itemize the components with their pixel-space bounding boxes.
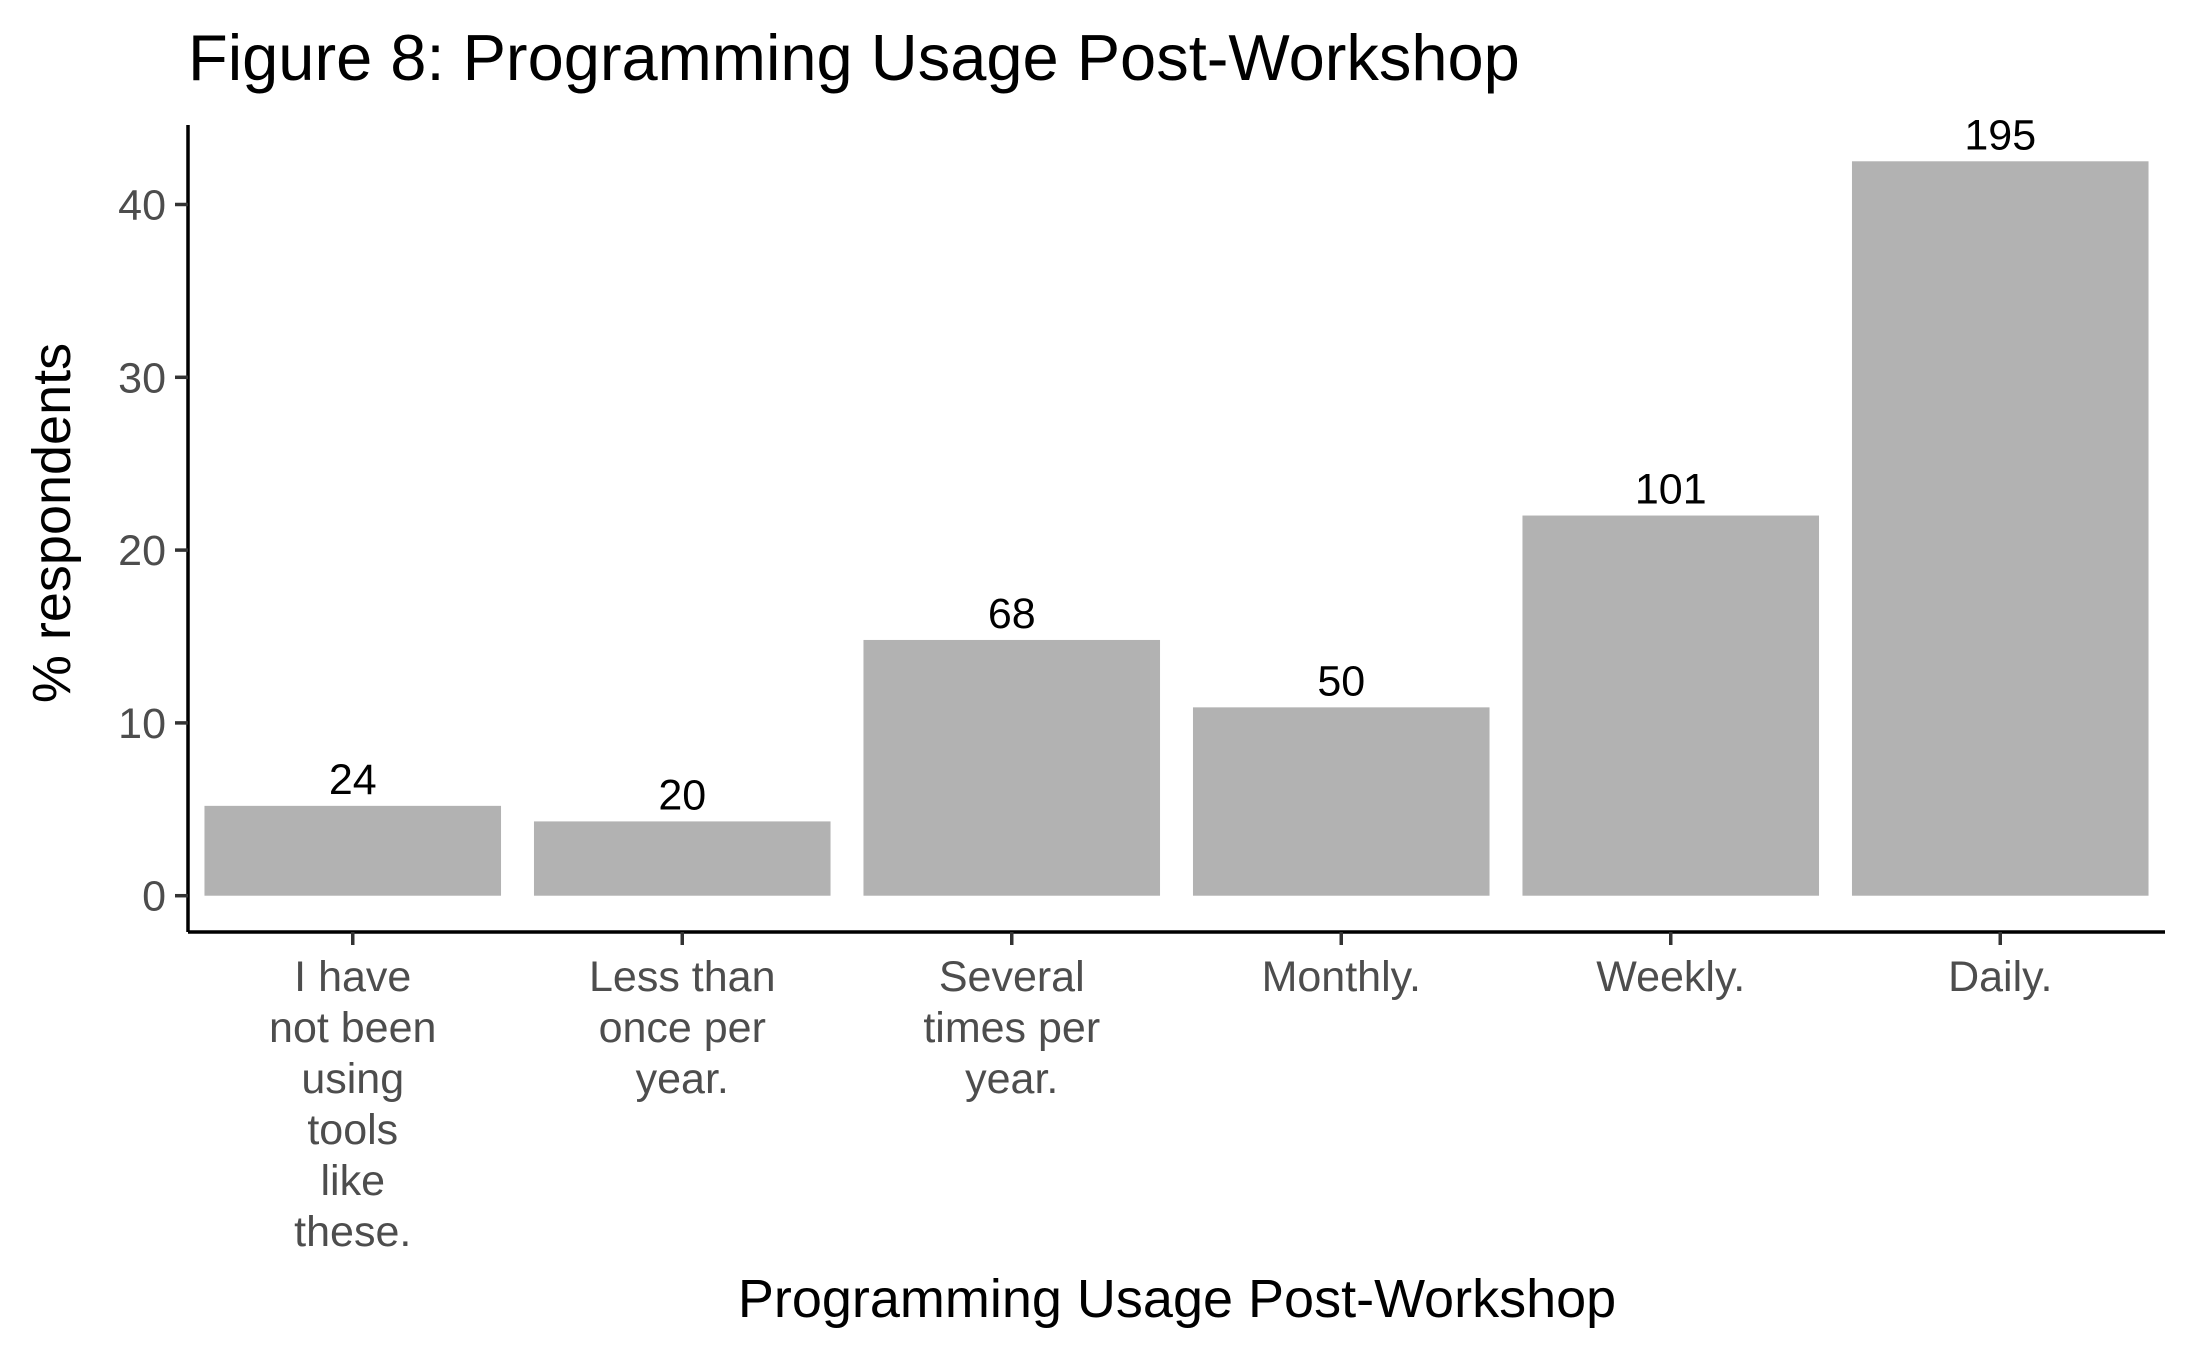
x-tick-label-line: Weekly. xyxy=(1596,953,1745,1001)
y-tick-label-0: 0 xyxy=(142,873,166,921)
x-tick-label-4: Monthly. xyxy=(1262,953,1421,1001)
x-axis: I have not been using tools like these. Less t… xyxy=(188,930,2165,1256)
x-axis-title: Programming Usage Post-Workshop xyxy=(738,1269,1616,1329)
bar-2 xyxy=(533,821,831,896)
x-tick-label-line: times per xyxy=(923,1004,1100,1052)
data-label-5: 101 xyxy=(1635,466,1707,514)
x-tick-label-line: these. xyxy=(294,1208,411,1256)
data-label-2: 20 xyxy=(658,771,706,819)
x-tick-label-line: year. xyxy=(965,1055,1058,1103)
x-ticks-group: I have not been using tools like these. Less t… xyxy=(269,932,2052,1256)
y-tick-label-30: 30 xyxy=(118,354,166,402)
bar-4 xyxy=(1192,707,1490,896)
x-tick-label-6: Daily. xyxy=(1948,953,2052,1001)
bar-3 xyxy=(863,639,1161,896)
x-tick-label-3: Several times per year. xyxy=(923,953,1100,1103)
y-tick-label-40: 40 xyxy=(118,181,166,229)
x-tick-label-line: not been xyxy=(269,1004,436,1052)
y-ticks-group: 0 10 20 30 40 xyxy=(118,181,188,921)
chart-title: Figure 8: Programming Usage Post-Worksho… xyxy=(188,21,1520,94)
x-tick-label-line: Several xyxy=(939,953,1085,1001)
bar-6 xyxy=(1851,161,2149,896)
x-tick-label-line: like xyxy=(320,1157,385,1205)
x-tick-label-line: I have xyxy=(294,953,411,1001)
x-tick-label-line: year. xyxy=(636,1055,729,1103)
y-tick-label-10: 10 xyxy=(118,700,166,748)
x-tick-label-line: tools xyxy=(307,1106,398,1154)
data-label-6: 195 xyxy=(1964,111,2036,159)
x-tick-label-2: Less than once per year. xyxy=(589,953,775,1103)
bar-1 xyxy=(204,805,502,896)
bars-group xyxy=(204,161,2149,896)
x-tick-label-5: Weekly. xyxy=(1596,953,1745,1001)
x-tick-label-line: Less than xyxy=(589,953,775,1001)
y-axis: 0 10 20 30 40 xyxy=(118,125,190,932)
y-tick-label-20: 20 xyxy=(118,527,166,575)
x-tick-label-1: I have not been using tools like these. xyxy=(269,953,436,1256)
x-tick-label-line: Daily. xyxy=(1948,953,2052,1001)
data-label-1: 24 xyxy=(329,756,377,804)
data-label-4: 50 xyxy=(1317,657,1365,705)
x-tick-label-line: once per xyxy=(599,1004,766,1052)
data-labels-group: 24 20 68 50 101 195 xyxy=(329,111,2036,819)
bar-5 xyxy=(1522,515,1820,896)
x-tick-label-line: using xyxy=(301,1055,404,1103)
data-label-3: 68 xyxy=(988,590,1036,638)
y-axis-title: % respondents xyxy=(22,343,82,703)
x-tick-label-line: Monthly. xyxy=(1262,953,1421,1001)
